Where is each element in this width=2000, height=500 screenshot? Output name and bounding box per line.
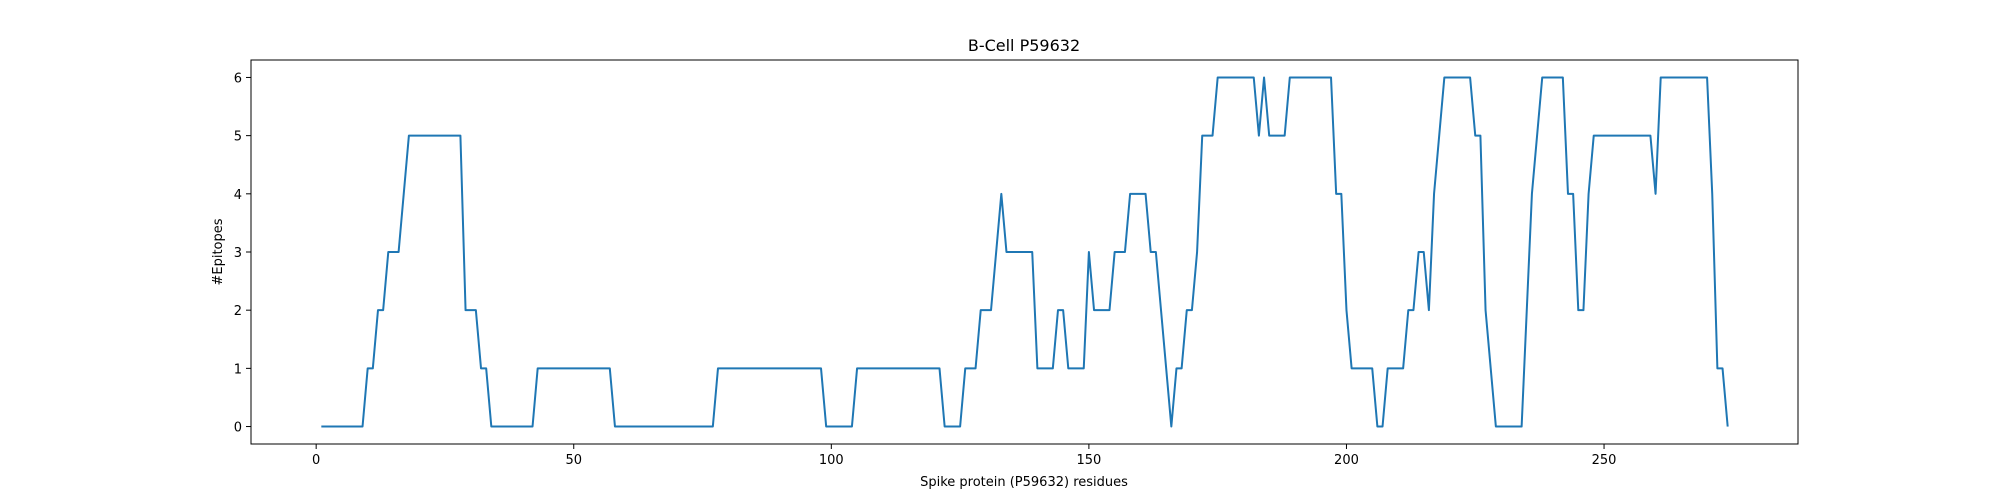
y-axis-label: #Epitopes (211, 218, 226, 285)
y-tick-label: 3 (234, 246, 242, 261)
plot-frame (250, 59, 1799, 445)
x-tick-label: 150 (1076, 453, 1101, 468)
x-tick-label: 0 (312, 453, 320, 468)
y-tick-label: 6 (234, 71, 242, 86)
x-tick-label: 50 (565, 453, 582, 468)
y-tick-label: 2 (234, 304, 242, 319)
y-tick-label: 4 (234, 188, 242, 203)
chart-title: B-Cell P59632 (968, 36, 1080, 55)
data-line (321, 76, 1729, 428)
y-tick-label: 0 (234, 421, 242, 436)
y-tick-label: 1 (234, 362, 242, 377)
x-tick-label: 200 (1334, 453, 1359, 468)
x-tick-label: 100 (819, 453, 844, 468)
y-tick-label: 5 (234, 130, 242, 145)
x-tick-label: 250 (1592, 453, 1617, 468)
x-axis-label: Spike protein (P59632) residues (920, 475, 1128, 490)
